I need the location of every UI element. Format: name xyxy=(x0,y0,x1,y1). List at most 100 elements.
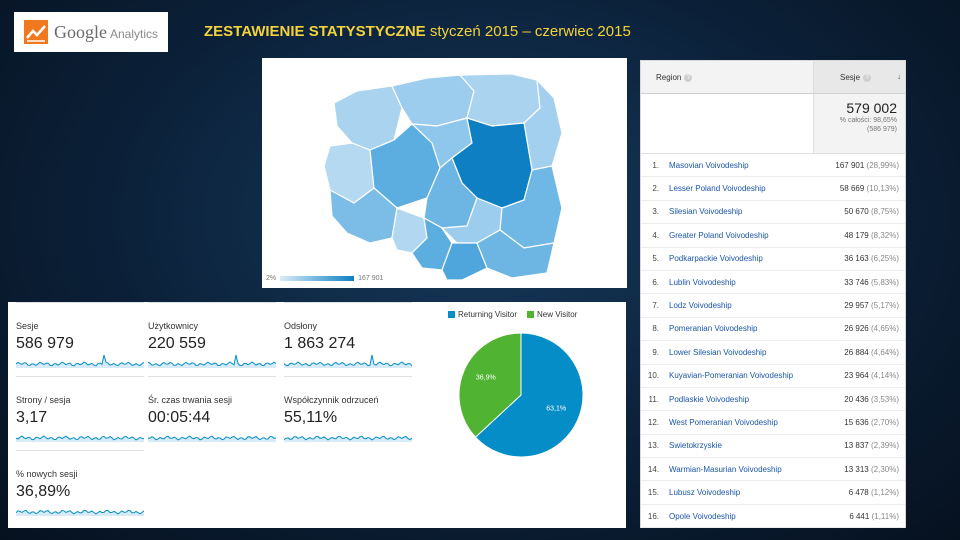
sparkline-area xyxy=(284,355,412,368)
row-index: 12. xyxy=(647,417,659,427)
metric-value: 220 559 xyxy=(148,335,206,352)
row-sessions-value: 13 313 xyxy=(844,464,869,474)
total-box: 579 002 % całości: 98,65% (586 979) xyxy=(813,94,905,153)
metric-card: Sesje 586 979 xyxy=(16,302,144,374)
metric-card: Współczynnik odrzuceń 55,11% xyxy=(284,376,412,448)
row-sessions: 6 478 (1,12%) xyxy=(813,488,905,497)
region-link[interactable]: Podlaskie Voivodeship xyxy=(669,394,750,404)
google-analytics-logo: Google Analytics xyxy=(14,12,168,52)
row-sessions-pct: (10,13%) xyxy=(866,184,899,194)
row-index: 2. xyxy=(652,184,659,194)
table-row: 3. Silesian Voivodeship 50 670 (8,75%) xyxy=(641,201,905,225)
table-row: 16. Opole Voivodeship 6 441 (1,11%) xyxy=(641,505,905,529)
legend-label: Returning Visitor xyxy=(458,310,517,319)
row-index: 15. xyxy=(647,488,659,498)
total-sessions-of: (586 979) xyxy=(867,126,897,133)
region-link[interactable]: West Pomeranian Voivodeship xyxy=(669,417,778,427)
table-row: 15. Lubusz Voivodeship 6 478 (1,12%) xyxy=(641,481,905,505)
table-row: 8. Pomeranian Voivodeship 26 926 (4,65%) xyxy=(641,318,905,342)
region-link[interactable]: Kuyavian-Pomeranian Voivodeship xyxy=(669,371,794,381)
row-index: 4. xyxy=(652,230,659,240)
sort-down-icon[interactable]: ↓ xyxy=(897,72,901,81)
row-index: 5. xyxy=(652,254,659,264)
sparkline xyxy=(284,354,412,368)
region-link[interactable]: Pomeranian Voivodeship xyxy=(669,324,758,334)
poland-map-svg xyxy=(323,73,563,281)
row-sessions-value: 26 926 xyxy=(844,324,869,334)
row-sessions-pct: (28,99%) xyxy=(866,160,899,170)
row-sessions-value: 20 436 xyxy=(844,394,869,404)
metric-label: Użytkownicy xyxy=(148,321,199,331)
sparkline-line xyxy=(284,354,412,367)
total-sessions-pct: % całości: 98,65% xyxy=(839,117,897,124)
row-index: 16. xyxy=(647,511,659,521)
region-link[interactable]: Opole Voivodeship xyxy=(669,511,736,521)
row-sessions-value: 167 901 xyxy=(835,160,865,170)
region-link[interactable]: Swietokrzyskie xyxy=(669,441,722,451)
pie-slice-label: 63,1% xyxy=(546,405,566,412)
table-row: 5. Podkarpackie Voivodeship 36 163 (6,25%) xyxy=(641,248,905,271)
row-sessions-value: 48 179 xyxy=(844,230,869,240)
region-table-body: 1. Masovian Voivodeship 167 901 (28,99%) 2.… xyxy=(641,154,905,529)
map-legend-gradient xyxy=(280,276,355,281)
row-sessions: 20 436 (3,53%) xyxy=(813,395,905,404)
row-index: 11. xyxy=(648,394,659,404)
help-icon[interactable]: ? xyxy=(863,73,872,82)
row-sessions: 36 163 (6,25%) xyxy=(813,254,905,263)
metric-value: 36,89% xyxy=(16,483,71,500)
row-sessions: 29 957 (5,17%) xyxy=(813,301,905,310)
region-warmian-masurian xyxy=(458,73,541,127)
region-link[interactable]: Silesian Voivodeship xyxy=(669,207,743,217)
slide-title-period: styczeń 2015 – czerwiec 2015 xyxy=(425,23,631,40)
row-sessions-pct: (4,65%) xyxy=(870,324,899,334)
row-sessions-value: 15 636 xyxy=(844,417,869,427)
pie-slice[interactable] xyxy=(474,332,584,458)
sparkline-line xyxy=(16,509,144,515)
region-map: 2% 167 901 xyxy=(262,58,627,288)
help-icon[interactable]: ? xyxy=(684,73,693,82)
row-sessions-pct: (8,75%) xyxy=(870,207,899,217)
region-table: Region? Sesje? ↓ 579 002 % całości: 98,65… xyxy=(640,60,906,529)
region-link[interactable]: Lower Silesian Voivodeship xyxy=(669,347,767,357)
pie-slice[interactable] xyxy=(458,332,522,438)
region-link[interactable]: Lodz Voivodeship xyxy=(669,301,732,311)
metric-value: 586 979 xyxy=(16,335,74,352)
overview-panel: Sesje 586 979 Użytkownicy 220 559 Odsłony 1 8… xyxy=(8,302,626,528)
region-link[interactable]: Lubusz Voivodeship xyxy=(669,488,741,498)
region-pomeranian xyxy=(391,74,475,127)
region-podkarpackie xyxy=(476,229,555,279)
row-sessions: 23 964 (4,14%) xyxy=(813,371,905,380)
region-link[interactable]: Podkarpackie Voivodeship xyxy=(669,254,763,264)
logo-analytics-text: Analytics xyxy=(110,26,159,41)
sparkline xyxy=(16,509,144,516)
row-index: 14. xyxy=(647,464,659,474)
column-header-region-label: Region xyxy=(656,73,682,82)
region-link[interactable]: Greater Poland Voivodeship xyxy=(669,230,769,240)
table-row: 13. Swietokrzyskie 13 837 (2,39%) xyxy=(641,435,905,459)
row-sessions-pct: (4,14%) xyxy=(870,371,899,381)
row-index: 6. xyxy=(652,277,659,287)
region-link[interactable]: Warmian-Masurian Voivodeship xyxy=(669,464,782,474)
column-header-sessions[interactable]: Sesje? ↓ xyxy=(813,61,905,93)
table-row: 6. Lublin Voivodeship 33 746 (5,83%) xyxy=(641,271,905,295)
region-link[interactable]: Lublin Voivodeship xyxy=(669,277,736,287)
row-sessions-pct: (5,17%) xyxy=(870,301,899,311)
table-row: 2. Lesser Poland Voivodeship 58 669 (10,13… xyxy=(641,177,905,201)
region-link[interactable]: Masovian Voivodeship xyxy=(669,160,749,170)
metric-card: Odsłony 1 863 274 xyxy=(284,302,412,374)
legend-swatch xyxy=(527,311,534,318)
sparkline xyxy=(284,435,412,442)
column-header-region[interactable]: Region? xyxy=(641,61,813,93)
legend-item[interactable]: New Visitor xyxy=(527,310,577,319)
row-sessions-value: 36 163 xyxy=(844,254,869,264)
sparkline xyxy=(16,354,144,368)
row-sessions-pct: (4,64%) xyxy=(870,347,899,357)
sparkline xyxy=(16,435,144,442)
legend-swatch xyxy=(448,311,455,318)
legend-item[interactable]: Returning Visitor xyxy=(448,310,517,319)
metric-label: Odsłony xyxy=(284,321,318,331)
row-sessions-pct: (2,39%) xyxy=(870,441,899,451)
row-sessions: 58 669 (10,13%) xyxy=(813,184,905,193)
region-link[interactable]: Lesser Poland Voivodeship xyxy=(669,184,766,194)
table-row: 12. West Pomeranian Voivodeship 15 636 (2,… xyxy=(641,411,905,435)
